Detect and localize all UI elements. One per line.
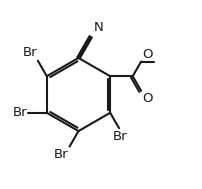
Text: N: N xyxy=(94,21,103,34)
Text: Br: Br xyxy=(54,148,69,161)
Text: Br: Br xyxy=(13,106,27,119)
Text: Br: Br xyxy=(113,130,127,143)
Text: O: O xyxy=(142,48,153,61)
Text: O: O xyxy=(142,92,153,105)
Text: Br: Br xyxy=(22,46,37,59)
